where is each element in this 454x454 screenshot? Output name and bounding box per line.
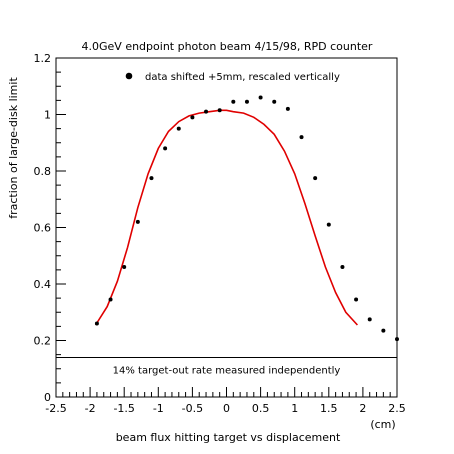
data-point — [340, 265, 345, 270]
target-out-label: 14% target-out rate measured independent… — [113, 365, 341, 376]
y-tick-label: 0 — [44, 391, 51, 404]
data-point — [313, 176, 318, 181]
data-points — [94, 95, 399, 342]
x-tick-label: -1.5 — [113, 402, 134, 415]
data-point — [258, 95, 263, 100]
x-tick-label: -2.5 — [45, 402, 66, 415]
chart-title: 4.0GeV endpoint photon beam 4/15/98, RPD… — [82, 40, 373, 53]
data-point — [163, 146, 168, 151]
data-point — [354, 297, 359, 302]
x-axis-title: beam flux hitting target vs displacement — [116, 431, 341, 444]
legend-marker — [125, 72, 133, 80]
data-point — [367, 317, 372, 322]
x-tick-label: 0 — [223, 402, 230, 415]
y-tick-label: 0.6 — [34, 222, 52, 235]
x-axis: -2.5 -2 -1.5 -1 -0.5 0 0.5 1 1.5 2 2.5 — [45, 387, 406, 415]
x-tick-label: -2 — [85, 402, 96, 415]
x-tick-label: -1 — [153, 402, 164, 415]
data-point — [217, 108, 222, 113]
data-point — [122, 265, 127, 270]
data-point — [149, 176, 154, 181]
x-tick-label: 1.5 — [320, 402, 338, 415]
data-point — [299, 135, 304, 140]
y-tick-label: 0.8 — [34, 165, 52, 178]
model-curve — [94, 109, 358, 326]
y-tick-label: 0.2 — [34, 335, 52, 348]
x-tick-label: 2 — [359, 402, 366, 415]
data-point — [285, 106, 290, 111]
data-point — [176, 126, 181, 131]
data-point — [326, 222, 331, 227]
y-tick-label: 1.2 — [34, 52, 52, 65]
data-point — [190, 115, 195, 120]
x-tick-label: -0.5 — [182, 402, 203, 415]
plot-frame — [55, 57, 398, 398]
legend-label: data shifted +5mm, rescaled vertically — [145, 72, 340, 83]
data-point — [381, 328, 386, 333]
data-point — [135, 219, 140, 224]
data-point — [231, 99, 236, 104]
data-point — [108, 297, 113, 302]
y-tick-label: 1 — [44, 109, 51, 122]
x-tick-label: 2.5 — [388, 402, 406, 415]
y-tick-label: 0.4 — [34, 278, 52, 291]
x-axis-unit: (cm) — [370, 418, 395, 431]
data-point — [94, 321, 99, 326]
y-axis-title: fraction of large-disk limit — [7, 77, 20, 219]
data-point — [395, 337, 399, 342]
x-tick-label: 1 — [291, 402, 298, 415]
x-tick-label: 0.5 — [252, 402, 270, 415]
data-point — [272, 99, 277, 104]
data-point — [244, 99, 249, 104]
data-point — [204, 109, 209, 114]
y-axis: 0 0.2 0.4 0.6 0.8 1 1.2 — [34, 52, 66, 404]
